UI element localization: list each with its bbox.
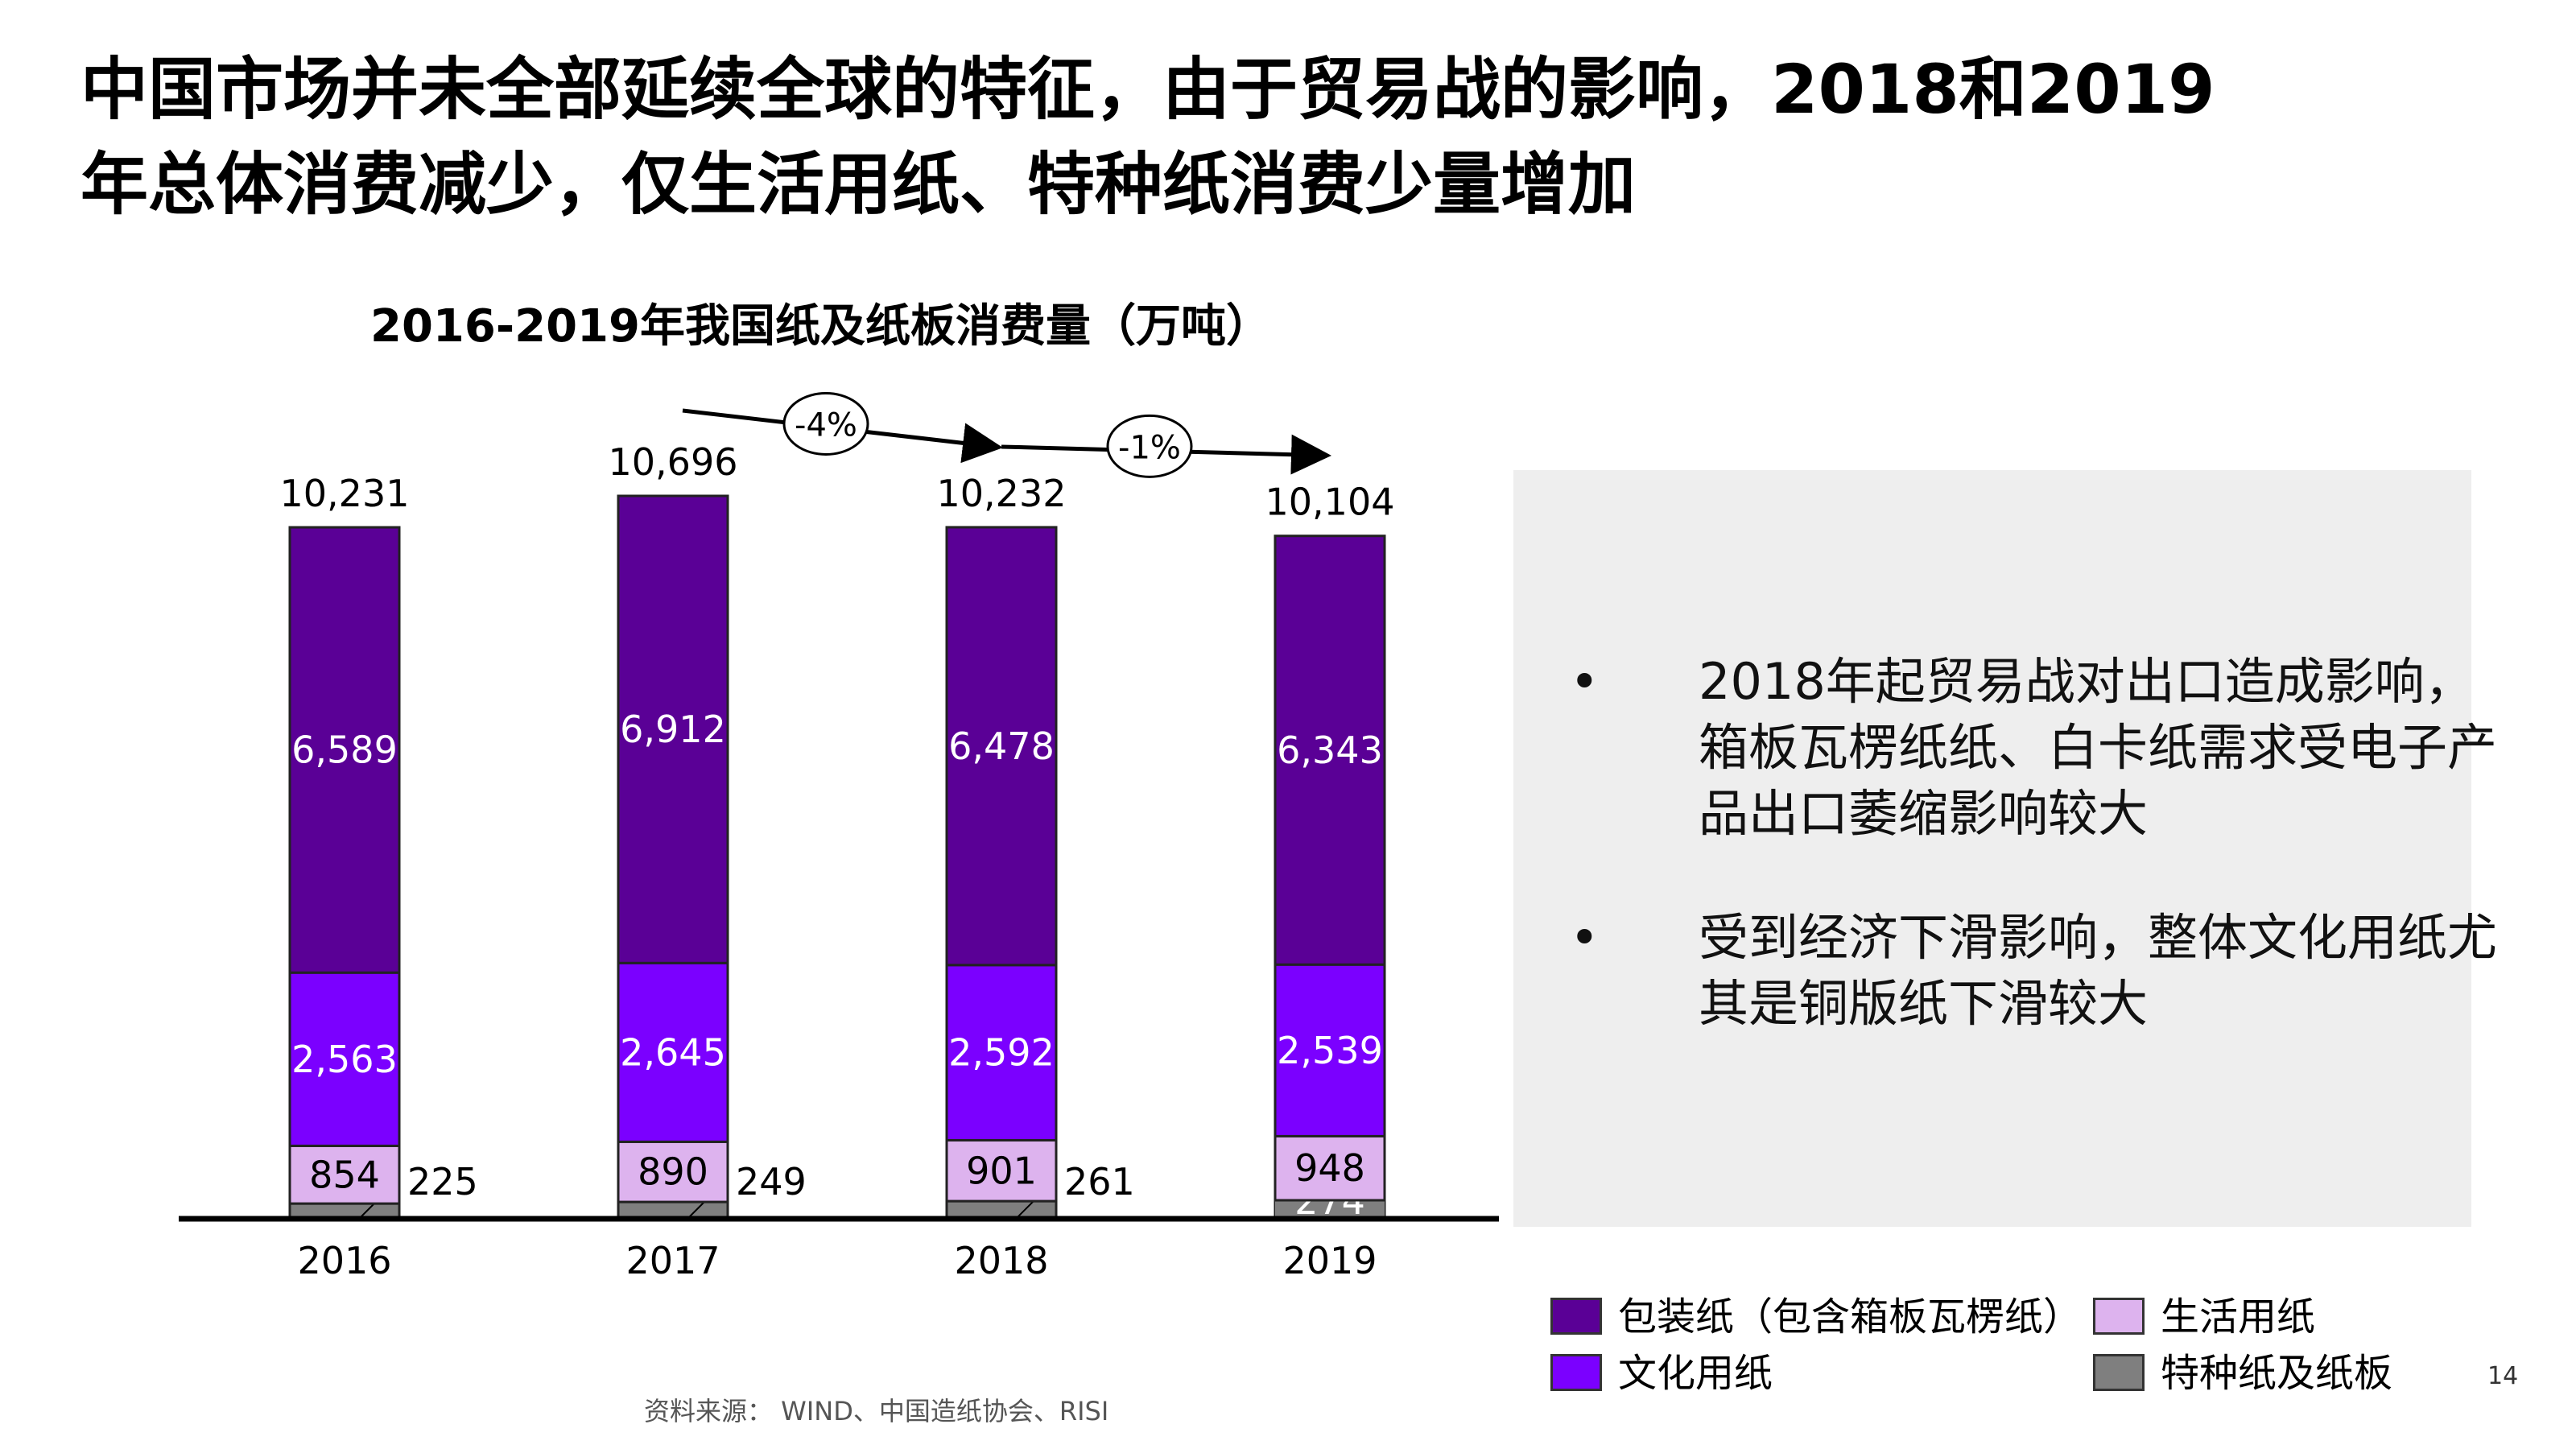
bar-segment [945,964,1058,1141]
growth-badge [1106,414,1193,478]
data-label: 901 [966,1149,1037,1192]
data-label: 854 [309,1153,380,1196]
bar-segment [1274,535,1386,966]
bar-segment [288,1144,401,1205]
growth-badge [782,391,869,456]
legend-label: 文化用纸 [1618,1351,1773,1396]
data-label: 2,645 [620,1030,726,1074]
legend-swatch [2093,1298,2145,1335]
stacked-bar-chart: 225 854 2,563 6,589 10,231 2016 249 890 2,645 6,9… [179,391,1499,1282]
headline-line-2: 年总体消费减少，仅生活用纸、特种纸消费少量增加 [80,145,1637,224]
bar-segment [945,526,1058,967]
bar-segment [1274,963,1386,1137]
chart-title: 2016-2019年我国纸及纸板消费量（万吨） [370,300,1271,353]
bullet-text: 2018年起贸易战对出口造成影响，箱板瓦楞纸纸、白卡纸需求受电子产品出口萎缩影响… [1699,652,2498,843]
legend-swatch [2093,1354,2145,1391]
data-label: 6,478 [948,724,1055,768]
bullet-dot: • [1570,652,1600,711]
data-label: 2,592 [948,1031,1055,1075]
data-label: 2,563 [291,1038,398,1081]
legend-label: 包装纸（包含箱板瓦楞纸） [1618,1294,2083,1340]
data-label: 2,539 [1277,1029,1383,1072]
x-tick-label: 2018 [954,1239,1048,1282]
data-label: 6,912 [620,708,726,751]
total-label: 10,696 [609,440,738,484]
growth-label: -4% [795,407,857,444]
bar-segment [617,494,729,964]
bar-segment [617,961,729,1143]
bar-segment [945,1138,1058,1203]
headline-line-1: 中国市场并未全部延续全球的特征，由于贸易战的影响，2018和2019 [80,50,2215,129]
bar-segment [1274,1134,1386,1202]
bullet-dot: • [1570,908,1600,967]
growth-label: -1% [1118,429,1181,466]
total-label: 10,231 [280,472,410,515]
x-tick-label: 2019 [1282,1239,1377,1282]
x-tick-label: 2016 [297,1239,391,1282]
total-label: 10,232 [937,472,1067,515]
data-label: 249 [736,1160,807,1203]
legend-label: 生活用纸 [2161,1294,2316,1340]
bar-segment [288,971,401,1147]
data-label: 890 [638,1150,708,1194]
bar-segment [617,1140,729,1203]
commentary-panel: • 2018年起贸易战对出口造成影响，箱板瓦楞纸纸、白卡纸需求受电子产品出口萎缩… [1513,470,2497,1227]
bullet-text: 受到经济下滑影响，整体文化用纸尤其是铜版纸下滑较大 [1699,908,2498,1033]
bar-segment [288,526,401,974]
x-tick-label: 2017 [625,1239,720,1282]
page-number: 14 [2487,1362,2519,1390]
legend-swatch [1550,1354,1602,1391]
legend-label: 特种纸及纸板 [2161,1351,2393,1396]
data-label: 6,343 [1277,729,1383,772]
data-label: 948 [1294,1146,1365,1190]
data-label: 6,589 [291,729,398,772]
total-label: 10,104 [1265,481,1395,524]
data-label: 261 [1064,1160,1135,1203]
data-label: 225 [407,1160,478,1203]
source-note: 资料来源： WIND、中国造纸协会、RISI [644,1396,1109,1426]
headline: 中国市场并未全部延续全球的特征，由于贸易战的影响，2018和2019 年总体消费… [80,42,2415,232]
legend-swatch [1550,1298,1602,1335]
